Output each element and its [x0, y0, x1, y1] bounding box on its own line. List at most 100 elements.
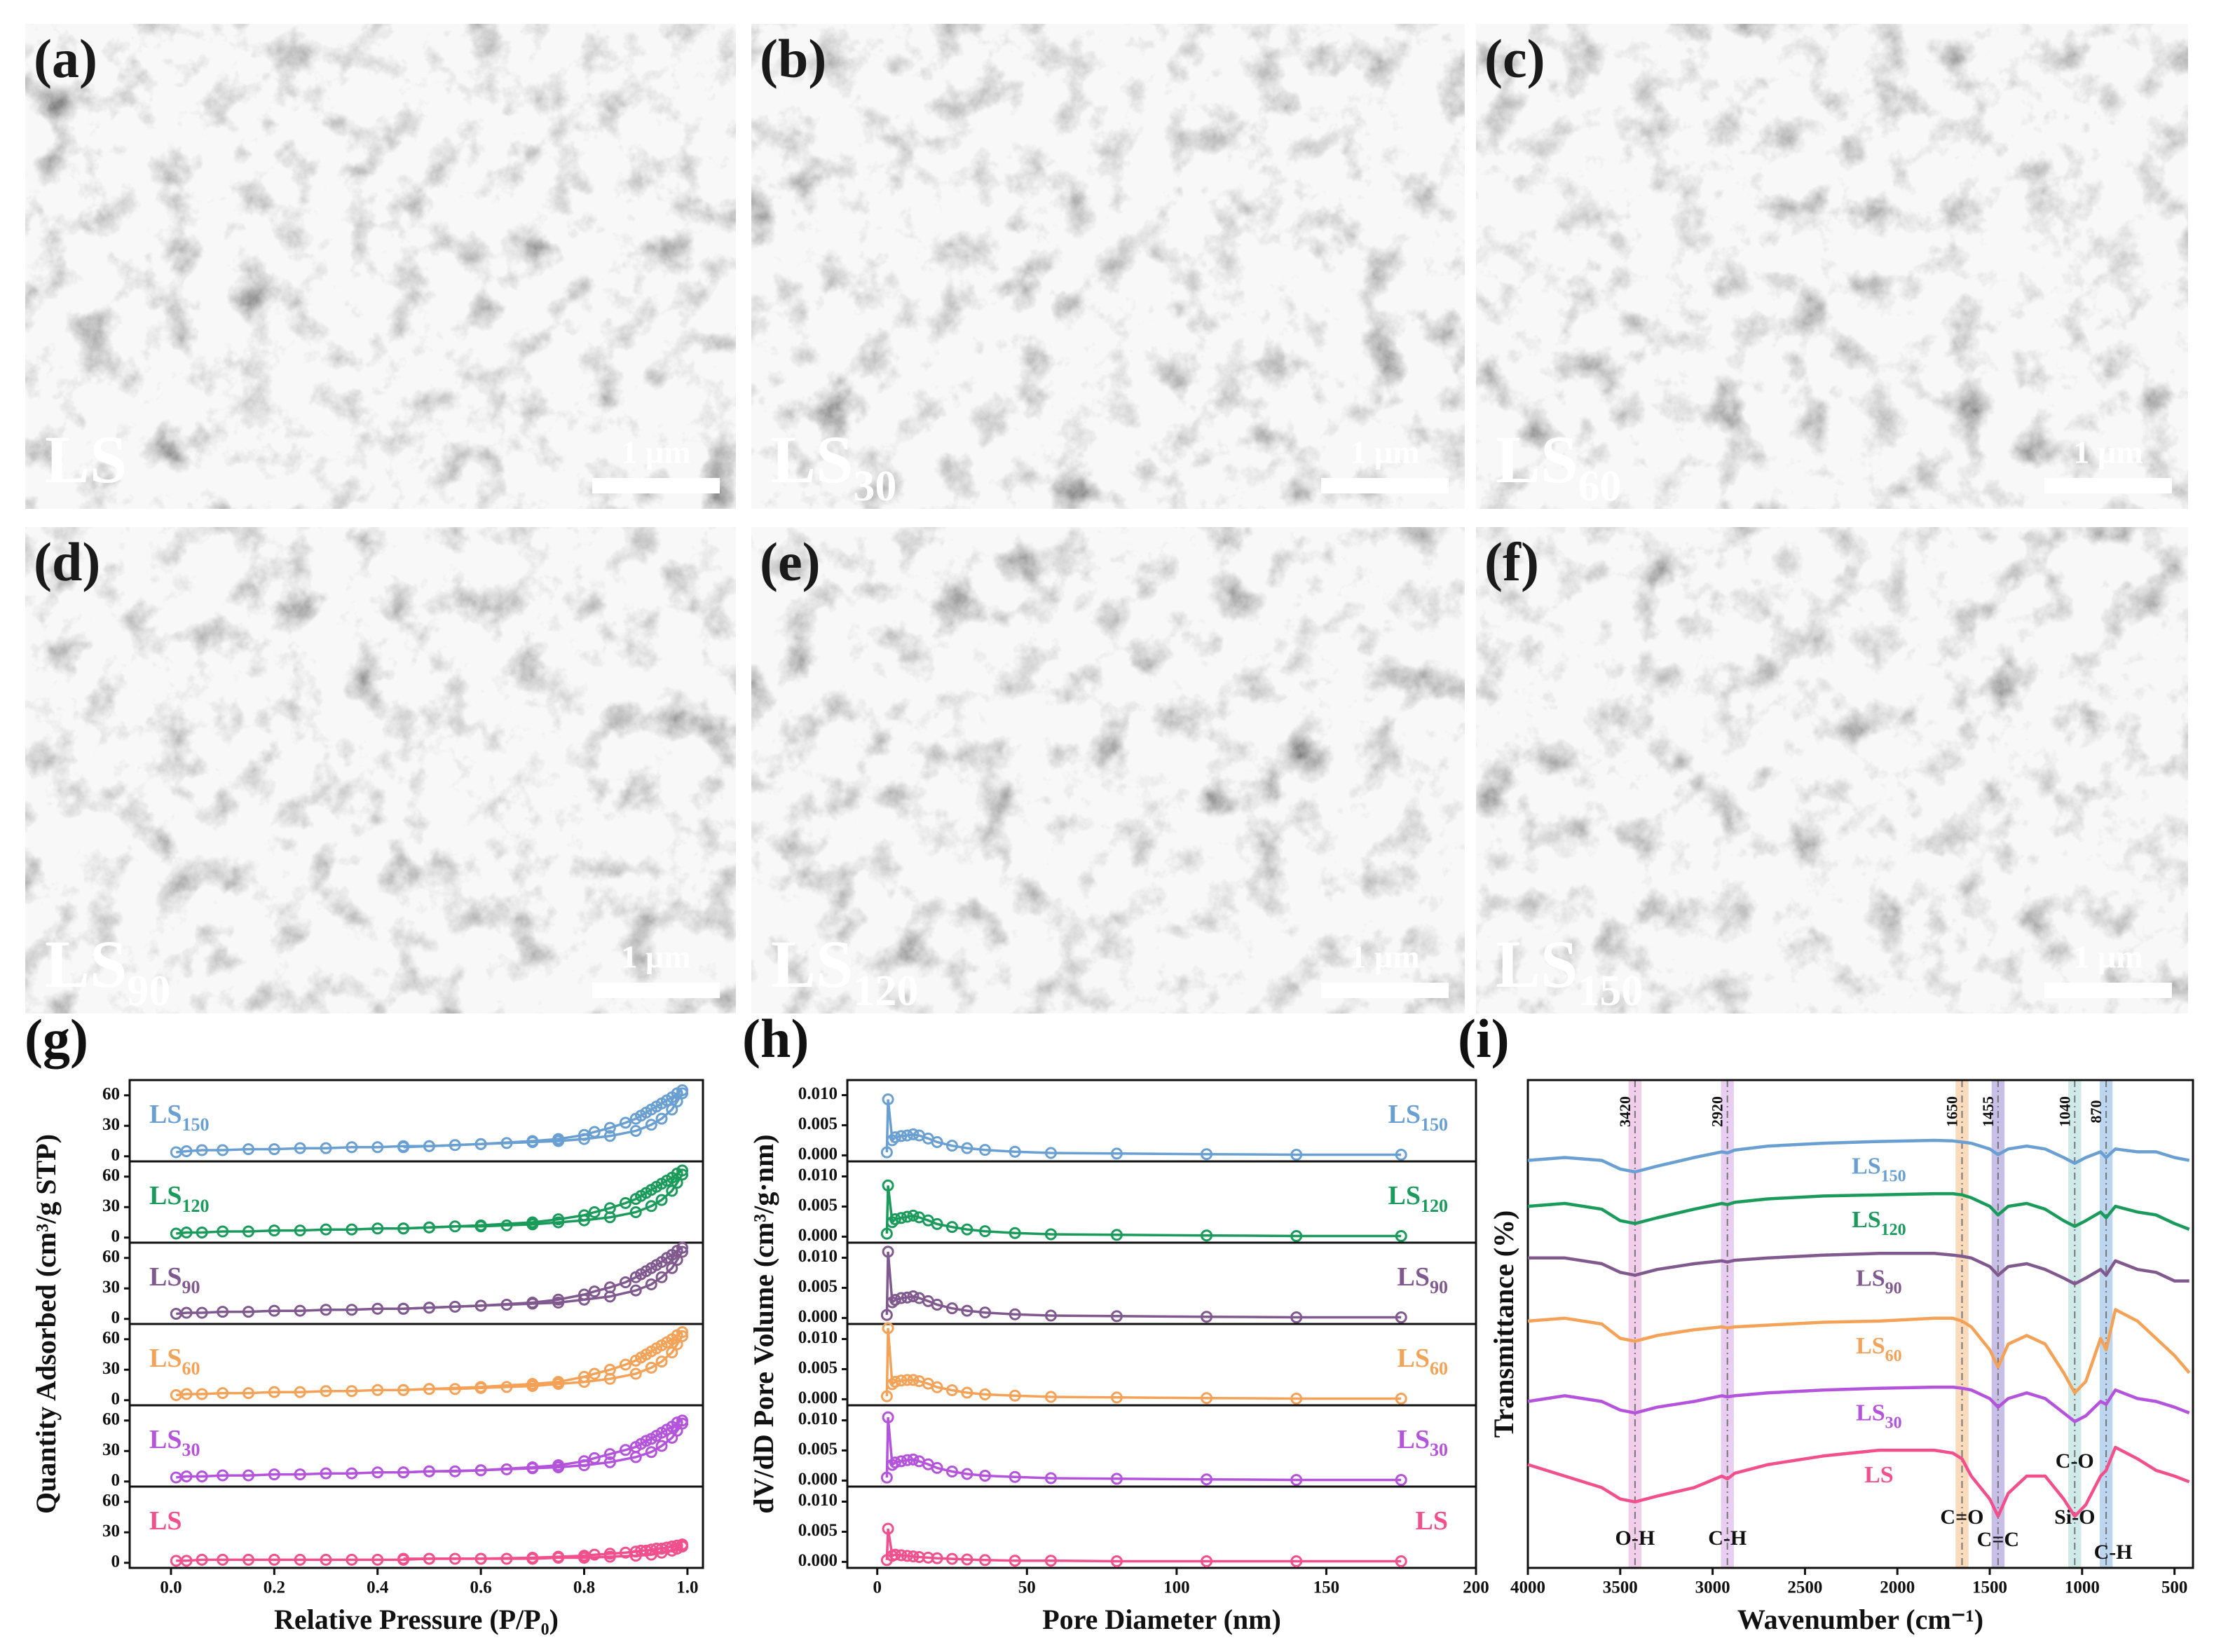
data-point: [901, 1550, 913, 1562]
subplot-frame: [128, 1485, 704, 1569]
data-point: [552, 1213, 565, 1226]
data-point: [552, 1376, 565, 1388]
data-point: [526, 1552, 539, 1564]
series-line: [885, 1528, 1402, 1563]
scale-bar: [1321, 478, 1449, 493]
series-label-sub: 90: [1430, 1278, 1448, 1298]
sem-sample-label-main: LS: [45, 422, 127, 497]
data-point: [880, 1146, 893, 1159]
data-point: [907, 1453, 920, 1466]
data-point: [931, 1217, 943, 1230]
data-point: [423, 1383, 435, 1395]
data-point: [880, 1309, 893, 1321]
sem-sample-label-sub: 60: [1578, 463, 1621, 510]
series-label: LS120: [1852, 1207, 1906, 1239]
data-point: [907, 1374, 920, 1386]
data-point: [629, 1206, 642, 1218]
series-label: LS: [1864, 1462, 1894, 1488]
panel-letter: (b): [760, 28, 826, 89]
series-label-sub: 30: [182, 1440, 200, 1461]
data-point: [882, 1245, 894, 1258]
data-point: [946, 1140, 958, 1152]
data-point: [217, 1306, 229, 1318]
data-point: [895, 1212, 908, 1224]
data-point: [946, 1221, 958, 1234]
y-tick-label: 60: [102, 1166, 120, 1185]
data-point: [588, 1206, 601, 1218]
data-point: [552, 1133, 565, 1145]
scale-bar-label: 1 µm: [2073, 435, 2143, 470]
data-point: [978, 1306, 991, 1319]
data-point: [666, 1346, 678, 1359]
annotation: C-O: [2056, 1449, 2094, 1473]
series-line: [403, 1246, 683, 1311]
series-line: [1527, 1138, 2190, 1174]
data-point: [889, 1131, 901, 1144]
data-point: [371, 1222, 384, 1235]
series-label-main: LS: [1852, 1207, 1881, 1233]
series-label-main: LS: [1398, 1425, 1430, 1454]
series-label-main: LS: [149, 1262, 182, 1292]
series-label-main: LS: [1416, 1506, 1448, 1536]
series-label-main: LS: [1398, 1344, 1430, 1373]
data-point: [889, 1294, 901, 1306]
data-point: [196, 1144, 208, 1156]
scale-bar: [592, 983, 720, 998]
data-point: [1110, 1147, 1123, 1160]
sem-texture: [25, 24, 736, 509]
series-label-main: LS: [149, 1181, 182, 1210]
sem-sample-label-main: LS: [1496, 422, 1578, 497]
data-point: [268, 1224, 280, 1237]
sem-sample-label-sub: 120: [853, 967, 918, 1015]
x-tick-label: 2000: [1880, 1578, 1915, 1597]
data-point: [1290, 1149, 1303, 1161]
data-point: [619, 1117, 631, 1129]
subplot-frame: [128, 1160, 704, 1244]
data-point: [978, 1144, 991, 1156]
series-line: [885, 1251, 1402, 1319]
sem-sample-label: LS30: [771, 422, 896, 510]
data-point: [552, 1293, 565, 1306]
band-wavenumber: 870: [2087, 1100, 2105, 1124]
data-point: [1009, 1227, 1021, 1239]
data-point: [371, 1466, 384, 1479]
sem-sample-label-sub: 30: [853, 463, 896, 510]
data-point: [578, 1128, 591, 1141]
y-tick-label: 0.010: [798, 1328, 838, 1347]
x-tick-label: 50: [1018, 1578, 1036, 1597]
panel-letter: (h): [742, 1008, 809, 1069]
series-label-sub: 150: [1421, 1115, 1448, 1135]
data-point: [1110, 1473, 1123, 1485]
data-point: [217, 1387, 229, 1400]
data-point: [1201, 1311, 1213, 1323]
data-point: [578, 1209, 591, 1222]
data-point: [946, 1384, 958, 1397]
series-label: LS150: [1388, 1100, 1448, 1135]
sem-sample-label-main: LS: [1496, 927, 1578, 1002]
data-point: [961, 1468, 973, 1480]
x-tick-label: 0.0: [160, 1578, 182, 1597]
data-point: [346, 1385, 358, 1398]
series-label-sub: 90: [1885, 1279, 1902, 1297]
band-wavenumber: 1650: [1943, 1096, 1961, 1127]
data-point: [371, 1302, 384, 1315]
series-label-main: LS: [149, 1100, 182, 1129]
panel-letter: (f): [1484, 531, 1539, 592]
data-point: [619, 1358, 631, 1371]
series-label-main: LS: [1388, 1100, 1421, 1129]
data-point: [500, 1219, 513, 1231]
data-point: [907, 1290, 920, 1302]
data-point: [882, 1179, 894, 1192]
data-point: [655, 1194, 668, 1206]
y-tick-label: 30: [102, 1115, 120, 1134]
y-tick-label: 0.010: [798, 1166, 838, 1185]
y-tick-label: 0.005: [798, 1196, 838, 1215]
data-point: [645, 1361, 657, 1374]
series-label: LS90: [149, 1262, 200, 1298]
data-point: [1110, 1391, 1123, 1404]
data-point: [268, 1468, 280, 1481]
data-point: [474, 1219, 487, 1231]
data-point: [1009, 1145, 1021, 1158]
sem-sample-label: LS90: [45, 927, 170, 1015]
data-point: [978, 1225, 991, 1238]
